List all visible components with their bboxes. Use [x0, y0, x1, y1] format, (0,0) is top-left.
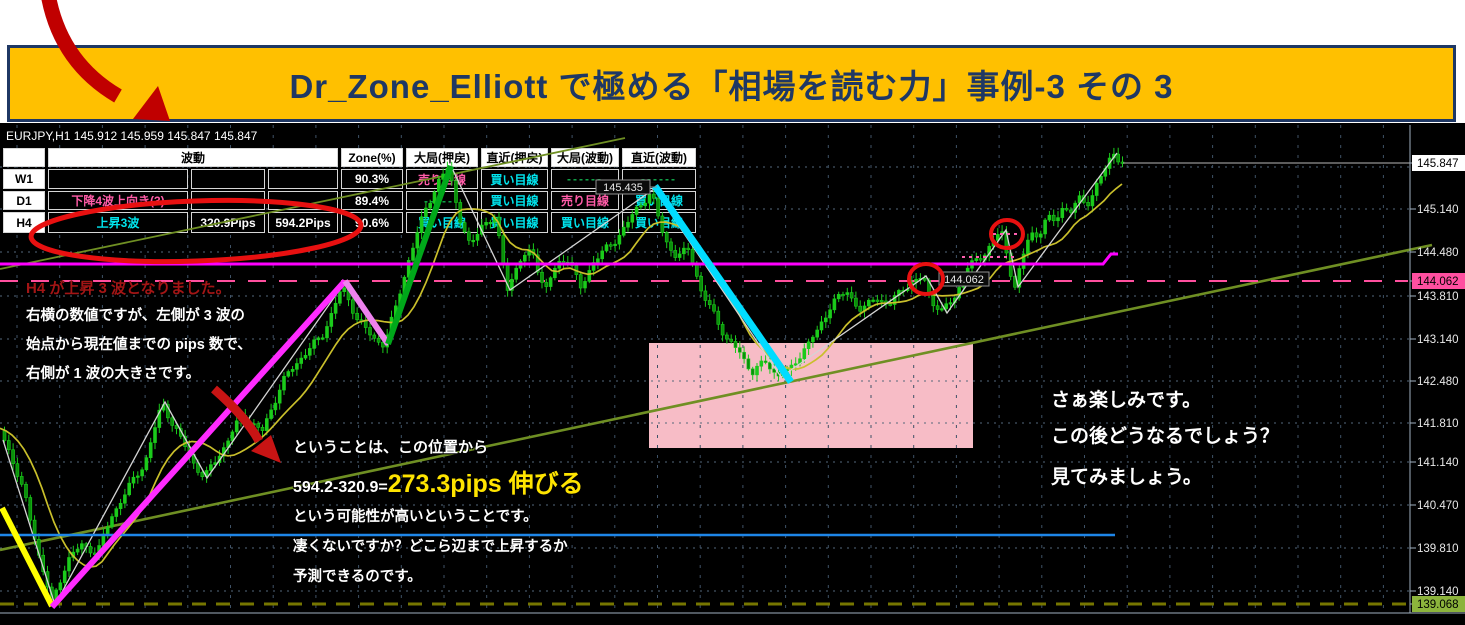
note-right-line2: この後どうなるでしょう？ — [1051, 426, 1280, 447]
note-left-line1: H4 が上昇 3 波となりました。 — [26, 280, 231, 297]
note-left-line3: 始点から現在値までの pips 数で、 — [26, 337, 252, 353]
page-title: Dr_Zone_Elliott で極める「相場を読む力」事例-3 その 3 — [289, 67, 1174, 105]
table-header-wave: 波動 — [48, 148, 338, 167]
note-left-line4: 右側が 1 波の大きさです。 — [26, 366, 201, 382]
table-header-taikyoku-hadou: 大局(波動) — [551, 148, 619, 167]
formula-yellow-part: 273.3pips 伸びる — [387, 470, 584, 498]
cell-h4-pips2: 594.2Pips — [268, 212, 338, 233]
cell-w1-zone: 90.3% — [341, 169, 403, 189]
cell-w1-c3: ------ — [551, 169, 619, 189]
cell-h4-c2: 買い目線 — [481, 212, 548, 233]
symbol-ohlc-header: EURJPY,H1 145.912 145.959 145.847 145.84… — [6, 129, 258, 143]
cell-w1-pips1 — [191, 169, 265, 189]
cell-w1-c1: 売り目線 — [406, 169, 478, 189]
cell-w1-c4: ------ — [622, 169, 696, 189]
note-mid-line5: 予測できるのです。 — [293, 569, 422, 585]
wave-analysis-table: 波動 Zone(%) 大局(押戻) 直近(押戻) 大局(波動) 直近(波動) W… — [3, 148, 696, 233]
cell-d1-wave: 下降4波上向き(3) — [48, 191, 188, 210]
table-corner-cell — [3, 148, 45, 167]
cell-d1-zone: 89.4% — [341, 191, 403, 210]
title-banner: Dr_Zone_Elliott で極める「相場を読む力」事例-3 その 3 — [7, 45, 1456, 122]
note-mid-line4: 凄くないですか？どこら辺まで上昇するか — [293, 539, 568, 555]
cell-d1-c1: ------ — [406, 191, 478, 210]
cell-h4-zone: 90.6% — [341, 212, 403, 233]
cell-w1-pips2 — [268, 169, 338, 189]
note-left-line2: 右横の数値ですが、左側が 3 波の — [26, 308, 245, 324]
cell-h4-c4: 買い目線 — [622, 212, 696, 233]
note-mid-line3: という可能性が高いということです。 — [293, 509, 538, 525]
cell-d1-c3: 売り目線 — [551, 191, 619, 210]
cell-h4-c1: 買い目線 — [406, 212, 478, 233]
row-label-d1: D1 — [3, 191, 45, 210]
table-header-chokkin-oshimodoshi: 直近(押戻) — [481, 148, 548, 167]
cell-h4-wave: 上昇3波 — [48, 212, 188, 233]
cell-h4-pips1: 320.9Pips — [191, 212, 265, 233]
cell-d1-c2: 買い目線 — [481, 191, 548, 210]
formula-white-part: 594.2-320.9= — [293, 479, 388, 496]
note-mid-line1: ということは、この位置から — [293, 439, 489, 456]
cell-d1-pips2 — [268, 191, 338, 210]
table-header-zone: Zone(%) — [341, 148, 403, 167]
cell-d1-pips1 — [191, 191, 265, 210]
cell-w1-wave — [48, 169, 188, 189]
table-header-chokkin-hadou: 直近(波動) — [622, 148, 696, 167]
cell-h4-c3: 買い目線 — [551, 212, 619, 233]
note-mid-formula: 594.2-320.9=273.3pips 伸びる — [293, 464, 584, 500]
table-header-taikyoku-oshimodoshi: 大局(押戻) — [406, 148, 478, 167]
cell-w1-c2: 買い目線 — [481, 169, 548, 189]
row-label-h4: H4 — [3, 212, 45, 233]
note-right-line1: さぁ楽しみです。 — [1051, 390, 1202, 411]
note-right-line3: 見てみましょう。 — [1051, 467, 1202, 488]
row-label-w1: W1 — [3, 169, 45, 189]
cell-d1-c4: 買い目線 — [622, 191, 696, 210]
